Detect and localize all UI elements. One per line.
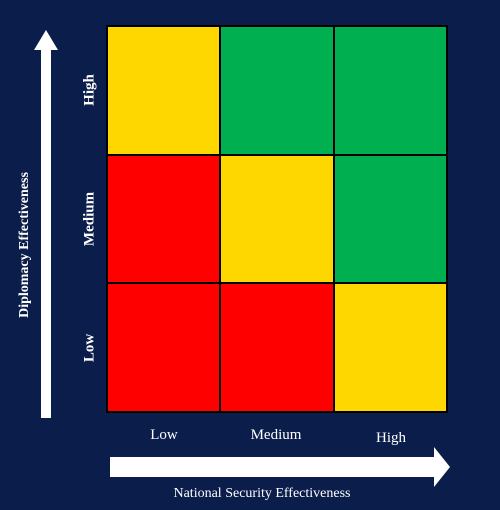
y-tick-medium: Medium	[81, 191, 98, 247]
x-axis-arrow-icon	[110, 447, 450, 487]
y-tick-low: Low	[81, 333, 98, 363]
matrix-cell-low-medium	[220, 283, 334, 412]
x-tick-low: Low	[150, 427, 178, 443]
matrix-cell-medium-medium	[220, 154, 334, 284]
x-axis-title: National Security Effectiveness	[173, 486, 351, 501]
x-tick-high: High	[376, 430, 406, 446]
matrix-cell-low-low	[107, 283, 221, 412]
y-axis-arrow-icon	[34, 30, 58, 418]
x-tick-medium: Medium	[250, 427, 302, 443]
y-axis-title: Diplomacy Effectiveness	[17, 172, 32, 318]
matrix-cell-high-low	[107, 26, 221, 155]
matrix-cell-medium-low	[107, 154, 221, 284]
matrix-cell-low-high	[333, 283, 447, 412]
risk-matrix-grid	[106, 25, 448, 413]
matrix-cell-medium-high	[333, 154, 447, 284]
matrix-cell-high-high	[333, 26, 447, 155]
y-tick-high: High	[81, 74, 98, 106]
matrix-cell-high-medium	[220, 26, 334, 155]
